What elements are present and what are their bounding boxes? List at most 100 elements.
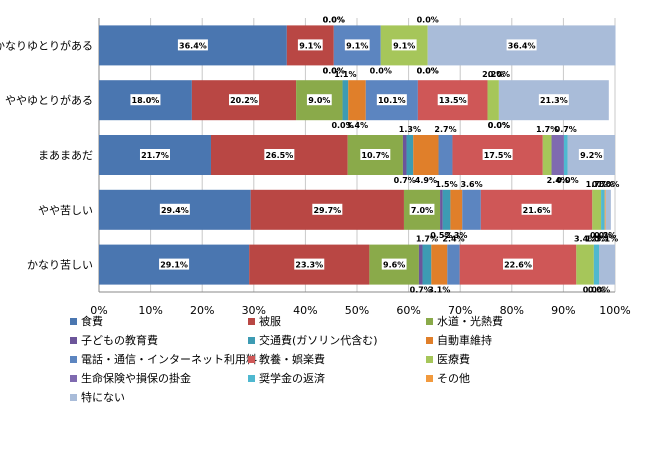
bar-segment	[431, 244, 448, 285]
data-label: 21.3%	[540, 96, 568, 105]
bar-segment	[462, 189, 481, 230]
legend-swatch	[426, 375, 433, 382]
data-label: 9.6%	[383, 261, 405, 270]
data-label: 29.7%	[313, 206, 341, 215]
data-label-bg	[538, 94, 569, 106]
legend-label: 教養・娯楽費	[259, 352, 325, 366]
data-label: 10.1%	[378, 96, 406, 105]
data-label-bg	[130, 94, 161, 106]
data-label-bg	[376, 94, 407, 106]
x-tick-label: 60%	[396, 304, 420, 317]
data-label: 21.6%	[523, 206, 551, 215]
data-label: 23.3%	[295, 261, 323, 270]
data-label: 9.1%	[299, 41, 321, 50]
legend-label: その他	[437, 372, 470, 385]
data-label: 0.0%	[417, 66, 439, 75]
data-label: 0.7%	[394, 176, 416, 185]
data-label: 0.0%	[323, 66, 345, 75]
data-label: 1.1%	[334, 70, 356, 79]
legend-label: 医療費	[437, 352, 470, 366]
legend-swatch	[426, 356, 433, 363]
data-label: 20.2%	[230, 96, 258, 105]
bar-segment	[593, 244, 600, 285]
legend-label: 水道・光熱費	[437, 314, 503, 328]
data-label: 10.7%	[361, 151, 389, 160]
data-label: 0.0%	[417, 15, 439, 24]
data-label: 0.0%	[323, 15, 345, 24]
data-labels: 36.4% 9.1%0.0%0.0%0.0%0.0%9.1%0.0%9.1%0.0…	[130, 15, 619, 295]
category-label: ややゆとりがある	[5, 93, 93, 107]
bar-segment	[604, 189, 606, 230]
data-label: 0.0%	[556, 176, 578, 185]
bars	[99, 25, 616, 285]
legend-label: 奨学金の返済	[259, 371, 325, 385]
data-label: 3.1%	[428, 286, 450, 295]
legend-label: 電話・通信・インターネット利用料	[81, 352, 257, 366]
data-label: 7.0%	[411, 206, 433, 215]
data-label-bg	[521, 203, 552, 215]
bar-segment	[599, 244, 615, 285]
data-label: 0.7%	[592, 180, 614, 189]
bar-segment	[406, 135, 414, 175]
legend-label: 交通費(ガソリン代含む)	[259, 333, 378, 347]
data-label: 29.4%	[161, 206, 189, 215]
data-label: 0.0%	[488, 121, 510, 130]
bar-segment	[440, 189, 443, 230]
data-label: 0.7%	[555, 125, 577, 134]
data-label: 9.1%	[346, 41, 368, 50]
bar-segment	[438, 135, 453, 175]
x-tick-label: 30%	[242, 304, 266, 317]
x-tick-label: 100%	[599, 304, 630, 317]
legend-label: 自動車維持	[437, 333, 492, 347]
x-tick-label: 10%	[138, 304, 162, 317]
bar-segment	[487, 80, 499, 121]
x-tick-label: 90%	[551, 304, 575, 317]
legend-label: 食費	[81, 314, 103, 328]
data-label: 2.4%	[547, 176, 569, 185]
data-label-bg	[264, 149, 295, 160]
data-label: 1.7%	[536, 125, 558, 134]
data-label: 9.1%	[393, 41, 415, 50]
x-tick-label: 20%	[190, 304, 214, 317]
data-label: 0.0%	[583, 286, 605, 295]
data-label-bg	[228, 94, 259, 106]
data-label: 3.1%	[596, 235, 618, 244]
bar-segment	[342, 80, 349, 121]
x-tick-labels: 0% 10% 20% 30% 40% 50% 60% 70% 80% 90% 100%	[90, 304, 630, 317]
data-label: 17.5%	[484, 151, 512, 160]
bar-segment	[422, 244, 432, 285]
data-label: 2.2%	[482, 70, 504, 79]
data-label: 0.0%	[417, 66, 439, 75]
legend-label: 被服	[259, 315, 281, 328]
data-label-bg	[344, 39, 370, 51]
bar-segment	[563, 135, 568, 175]
legend-swatch	[70, 318, 77, 325]
data-label: 21.7%	[141, 151, 169, 160]
legend-label: 特にない	[81, 390, 125, 404]
data-label: 0.7%	[410, 286, 432, 295]
data-label: 3.4%	[346, 121, 368, 130]
data-label-bg	[306, 94, 332, 106]
data-label: 1.7%	[586, 180, 608, 189]
legend-swatch	[70, 394, 77, 401]
data-label-bg	[409, 203, 435, 215]
data-label-bg	[437, 94, 468, 106]
bar-segment	[442, 189, 451, 230]
legend-swatch	[70, 356, 77, 363]
bar-segment	[551, 135, 564, 175]
data-label: 0.0%	[331, 121, 353, 130]
category-label: かなりゆとりがある	[0, 38, 93, 52]
data-label: 0.2%	[594, 231, 616, 240]
legend-swatch	[70, 375, 77, 382]
data-label: 0.0%	[488, 121, 510, 130]
bar-segment	[576, 244, 594, 285]
legend-swatch	[248, 337, 255, 344]
data-label-bg	[360, 149, 391, 160]
data-label-bg	[381, 258, 407, 270]
bar-segment	[592, 189, 602, 230]
data-label: 2.3%	[445, 231, 467, 240]
data-label: 13.5%	[439, 96, 467, 105]
legend-swatch	[70, 337, 77, 344]
